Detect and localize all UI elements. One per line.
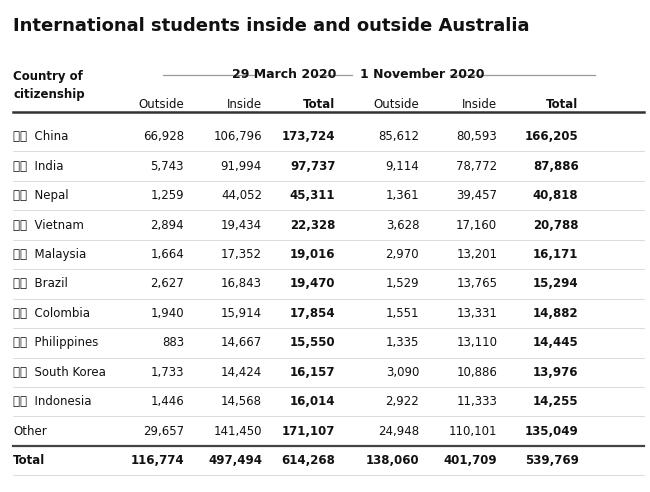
Text: Outside: Outside: [374, 98, 419, 111]
Text: 14,882: 14,882: [533, 307, 578, 320]
Text: 1,664: 1,664: [150, 248, 184, 261]
Text: 🇲🇾  Malaysia: 🇲🇾 Malaysia: [13, 248, 86, 261]
Text: 17,854: 17,854: [290, 307, 335, 320]
Text: 1,259: 1,259: [150, 189, 184, 202]
Text: 🇳🇵  Nepal: 🇳🇵 Nepal: [13, 189, 69, 202]
Text: Other: Other: [13, 425, 47, 437]
Text: 1,335: 1,335: [386, 337, 419, 349]
Text: 44,052: 44,052: [221, 189, 262, 202]
Text: 2,922: 2,922: [385, 395, 419, 408]
Text: Total: Total: [303, 98, 335, 111]
Text: 14,667: 14,667: [221, 337, 262, 349]
Text: 91,994: 91,994: [221, 160, 262, 173]
Text: 🇮🇩  Indonesia: 🇮🇩 Indonesia: [13, 395, 92, 408]
Text: 14,424: 14,424: [221, 366, 262, 379]
Text: 78,772: 78,772: [456, 160, 497, 173]
Text: 166,205: 166,205: [525, 130, 578, 143]
Text: 11,333: 11,333: [456, 395, 497, 408]
Text: 539,769: 539,769: [525, 454, 578, 467]
Text: Outside: Outside: [138, 98, 184, 111]
Text: 14,445: 14,445: [533, 337, 578, 349]
Text: 401,709: 401,709: [443, 454, 497, 467]
Text: 19,434: 19,434: [221, 218, 262, 232]
Text: 13,201: 13,201: [456, 248, 497, 261]
Text: International students inside and outside Australia: International students inside and outsid…: [13, 17, 530, 35]
Text: 40,818: 40,818: [533, 189, 578, 202]
Text: 24,948: 24,948: [378, 425, 419, 437]
Text: 🇰🇷  South Korea: 🇰🇷 South Korea: [13, 366, 106, 379]
Text: 45,311: 45,311: [290, 189, 335, 202]
Text: 106,796: 106,796: [213, 130, 262, 143]
Text: 16,843: 16,843: [221, 277, 262, 290]
Text: 13,110: 13,110: [456, 337, 497, 349]
Text: 1 November 2020: 1 November 2020: [360, 68, 485, 81]
Text: 🇧🇷  Brazil: 🇧🇷 Brazil: [13, 277, 68, 290]
Text: 15,914: 15,914: [221, 307, 262, 320]
Text: 141,450: 141,450: [213, 425, 262, 437]
Text: 2,970: 2,970: [385, 248, 419, 261]
Text: Inside: Inside: [227, 98, 262, 111]
Text: 138,060: 138,060: [365, 454, 419, 467]
Text: 16,157: 16,157: [290, 366, 335, 379]
Text: 3,090: 3,090: [386, 366, 419, 379]
Text: 17,352: 17,352: [221, 248, 262, 261]
Text: 17,160: 17,160: [456, 218, 497, 232]
Text: 🇨🇴  Colombia: 🇨🇴 Colombia: [13, 307, 90, 320]
Text: 13,765: 13,765: [456, 277, 497, 290]
Text: 116,774: 116,774: [131, 454, 184, 467]
Text: 10,886: 10,886: [456, 366, 497, 379]
Text: 1,733: 1,733: [150, 366, 184, 379]
Text: Total: Total: [546, 98, 578, 111]
Text: 1,361: 1,361: [385, 189, 419, 202]
Text: 80,593: 80,593: [456, 130, 497, 143]
Text: 16,014: 16,014: [290, 395, 335, 408]
Text: 497,494: 497,494: [208, 454, 262, 467]
Text: 66,928: 66,928: [143, 130, 184, 143]
Text: 97,737: 97,737: [290, 160, 335, 173]
Text: 13,976: 13,976: [533, 366, 578, 379]
Text: 🇨🇳  China: 🇨🇳 China: [13, 130, 68, 143]
Text: 15,550: 15,550: [290, 337, 335, 349]
Text: Total: Total: [13, 454, 46, 467]
Text: 15,294: 15,294: [533, 277, 578, 290]
Text: 14,255: 14,255: [533, 395, 578, 408]
Text: 5,743: 5,743: [150, 160, 184, 173]
Text: 85,612: 85,612: [378, 130, 419, 143]
Text: Inside: Inside: [462, 98, 497, 111]
Text: 171,107: 171,107: [282, 425, 335, 437]
Text: 19,470: 19,470: [290, 277, 335, 290]
Text: 1,940: 1,940: [150, 307, 184, 320]
Text: 2,627: 2,627: [150, 277, 184, 290]
Text: 29,657: 29,657: [143, 425, 184, 437]
Text: 1,529: 1,529: [385, 277, 419, 290]
Text: 🇵🇭  Philippines: 🇵🇭 Philippines: [13, 337, 98, 349]
Text: 20,788: 20,788: [533, 218, 578, 232]
Text: 1,446: 1,446: [150, 395, 184, 408]
Text: 14,568: 14,568: [221, 395, 262, 408]
Text: 🇻🇳  Vietnam: 🇻🇳 Vietnam: [13, 218, 84, 232]
Text: 614,268: 614,268: [281, 454, 335, 467]
Text: 39,457: 39,457: [456, 189, 497, 202]
Text: 2,894: 2,894: [150, 218, 184, 232]
Text: 9,114: 9,114: [385, 160, 419, 173]
Text: 87,886: 87,886: [533, 160, 578, 173]
Text: 🇮🇳  India: 🇮🇳 India: [13, 160, 64, 173]
Text: 110,101: 110,101: [448, 425, 497, 437]
Text: 883: 883: [162, 337, 184, 349]
Text: 22,328: 22,328: [290, 218, 335, 232]
Text: 135,049: 135,049: [525, 425, 578, 437]
Text: 1,551: 1,551: [385, 307, 419, 320]
Text: 13,331: 13,331: [456, 307, 497, 320]
Text: 29 March 2020: 29 March 2020: [232, 68, 336, 81]
Text: 19,016: 19,016: [290, 248, 335, 261]
Text: 173,724: 173,724: [282, 130, 335, 143]
Text: Country of
citizenship: Country of citizenship: [13, 70, 84, 101]
Text: 16,171: 16,171: [533, 248, 578, 261]
Text: 3,628: 3,628: [385, 218, 419, 232]
